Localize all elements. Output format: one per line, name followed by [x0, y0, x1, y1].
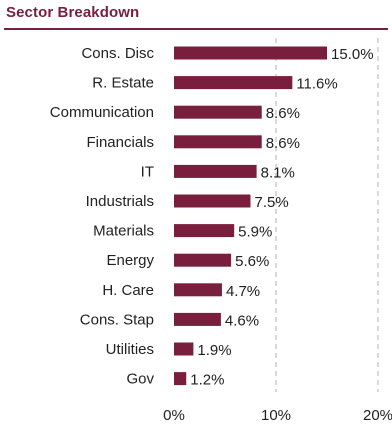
category-label-0: Cons. Disc — [81, 45, 154, 62]
category-label-1: R. Estate — [92, 75, 154, 92]
bars — [174, 46, 327, 386]
value-label-10: 1.9% — [197, 342, 231, 359]
bar-0 — [174, 46, 327, 60]
value-label-5: 7.5% — [255, 194, 289, 211]
value-labels: 15.0% 11.6% 8.6% 8.6% 8.1% 7.5% 5.9% 5.6% 4.7% 4.… — [190, 46, 373, 389]
bar-5 — [174, 194, 251, 208]
grid-lines — [275, 38, 379, 392]
value-label-1: 11.6% — [296, 76, 337, 93]
bar-4 — [174, 164, 257, 178]
chart-title: Sector Breakdown — [6, 4, 140, 21]
x-tick-label-10: 10% — [261, 407, 291, 424]
value-label-11: 1.2% — [190, 372, 224, 389]
value-label-6: 5.9% — [238, 224, 272, 241]
x-tick-label-20: 20% — [363, 407, 392, 424]
category-label-3: Financials — [86, 134, 154, 151]
category-label-6: Materials — [93, 223, 154, 240]
value-label-8: 4.7% — [226, 283, 260, 300]
value-label-7: 5.6% — [235, 253, 269, 270]
bar-7 — [174, 253, 232, 267]
value-label-0: 15.0% — [331, 46, 374, 63]
title-underline — [4, 28, 388, 30]
category-label-7: Energy — [106, 252, 154, 269]
bar-10 — [174, 342, 194, 356]
bar-9 — [174, 312, 221, 326]
value-label-9: 4.6% — [225, 312, 259, 329]
category-label-9: Cons. Stap — [80, 311, 154, 328]
bar-11 — [174, 372, 187, 386]
bar-8 — [174, 283, 222, 297]
category-label-5: Industrials — [86, 193, 154, 210]
bar-2 — [174, 105, 262, 119]
value-label-3: 8.6% — [266, 135, 300, 152]
category-label-8: H. Care — [102, 282, 154, 299]
category-label-10: Utilities — [106, 341, 154, 358]
category-label-4: IT — [141, 163, 154, 180]
bar-6 — [174, 224, 235, 238]
bar-3 — [174, 135, 262, 149]
value-label-4: 8.1% — [261, 164, 295, 181]
x-tick-label-0: 0% — [163, 407, 185, 424]
value-label-2: 8.6% — [266, 105, 300, 122]
category-labels: Cons. Disc R. Estate Communication Financia… — [50, 45, 155, 388]
bar-1 — [174, 76, 293, 90]
category-label-2: Communication — [50, 104, 154, 121]
x-tick-labels: 0% 10% 20% — [163, 407, 392, 424]
category-label-11: Gov — [126, 371, 154, 388]
